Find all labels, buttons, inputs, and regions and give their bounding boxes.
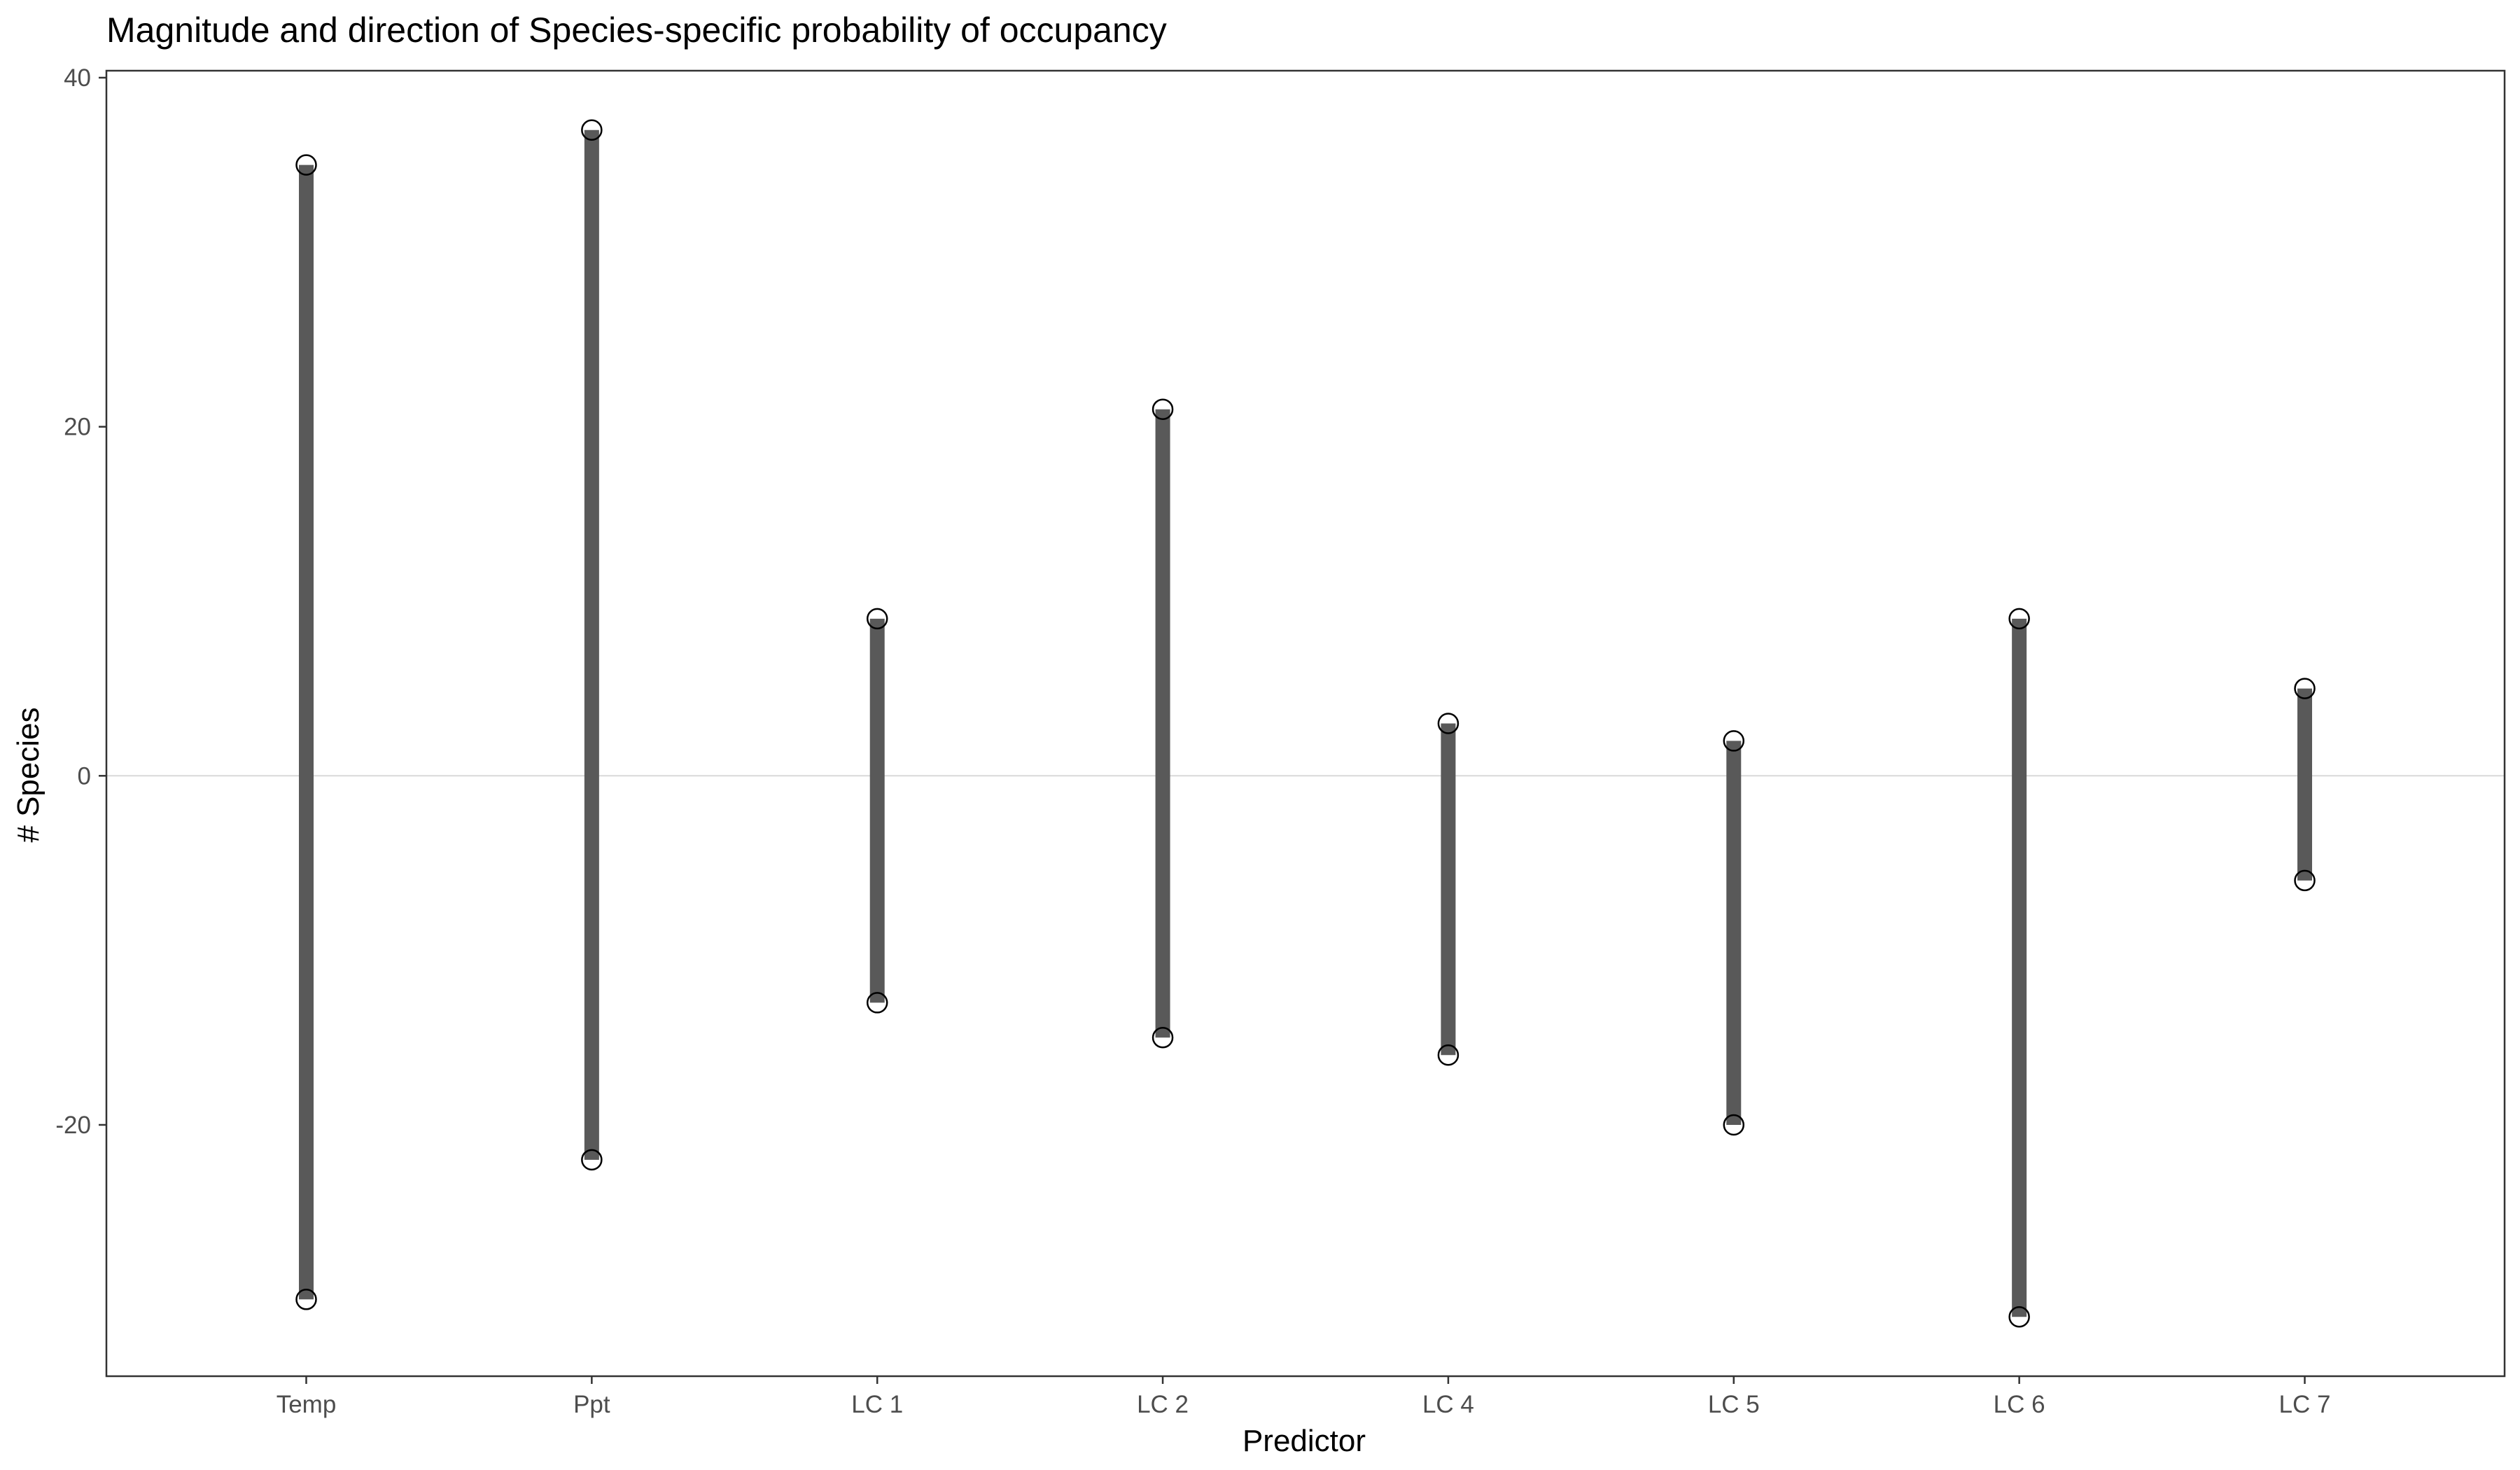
upper-point-7 — [2294, 678, 2316, 699]
lower-point-7 — [2294, 869, 2316, 892]
x-tick-label-7: LC 7 — [2279, 1391, 2331, 1418]
x-axis-title: Predictor — [1242, 1424, 1366, 1458]
panel-border — [105, 69, 2506, 1378]
lower-point-6 — [2008, 1306, 2030, 1328]
upper-point-2 — [866, 608, 888, 630]
lower-point-3 — [1152, 1027, 1174, 1049]
y-axis-title: # Species — [11, 707, 46, 842]
lower-point-1 — [581, 1149, 603, 1171]
upper-point-5 — [1723, 730, 1745, 752]
x-tick-label-4: LC 4 — [1422, 1391, 1474, 1418]
x-tick-label-5: LC 5 — [1708, 1391, 1760, 1418]
x-tick-label-6: LC 6 — [1994, 1391, 2045, 1418]
upper-point-4 — [1437, 713, 1460, 734]
x-tick-label-3: LC 2 — [1137, 1391, 1189, 1418]
upper-point-0 — [295, 154, 317, 176]
chart-title: Magnitude and direction of Species-speci… — [106, 10, 1167, 50]
x-tick-label-1: Ppt — [573, 1391, 610, 1418]
y-tick-label-1: 0 — [78, 762, 91, 790]
lower-point-5 — [1723, 1114, 1745, 1136]
y-tick-label-3: 40 — [64, 64, 91, 92]
y-tick-label-2: 20 — [64, 414, 91, 441]
lower-point-2 — [866, 992, 888, 1014]
upper-point-3 — [1152, 398, 1174, 420]
lower-point-4 — [1437, 1044, 1460, 1066]
plot-area: -20 0 20 40 Temp Ppt LC 1 LC 2 LC 4 LC 5 LC 6 LC 7 — [55, 64, 2506, 1418]
upper-point-6 — [2008, 608, 2030, 630]
y-tick-label-0: -20 — [55, 1112, 91, 1139]
upper-point-1 — [581, 119, 603, 141]
lower-point-0 — [295, 1289, 317, 1310]
plot-panel — [106, 71, 2505, 1376]
x-tick-label-0: Temp — [276, 1391, 337, 1418]
x-tick-label-2: LC 1 — [851, 1391, 903, 1418]
